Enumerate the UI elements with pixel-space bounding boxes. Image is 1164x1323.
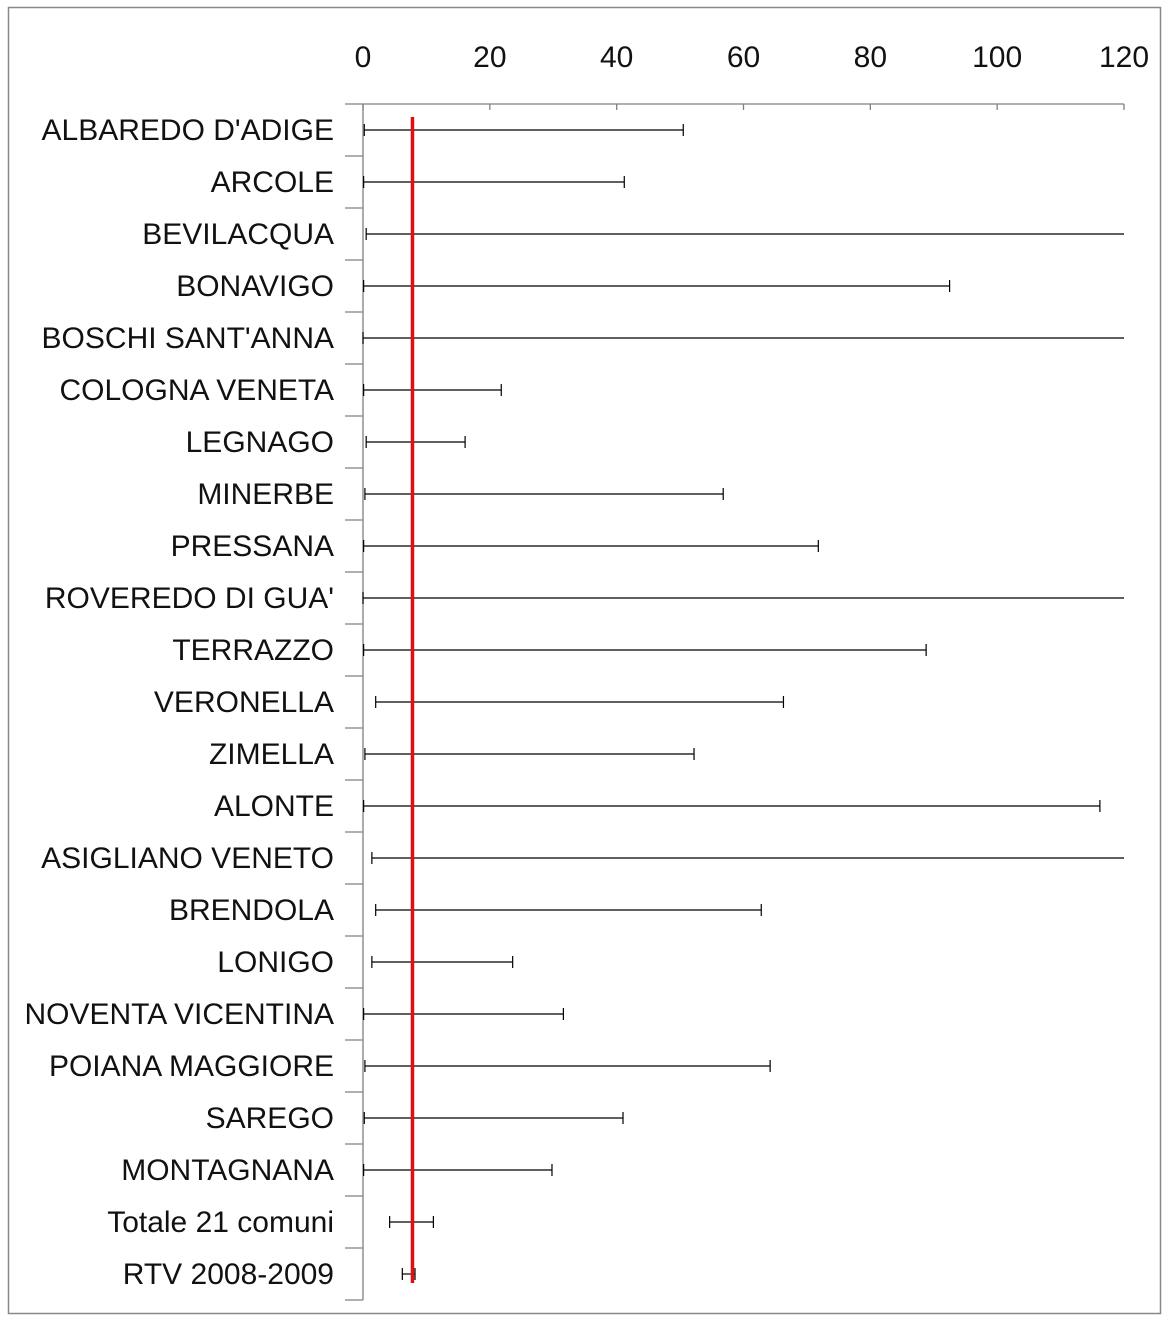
category-label: RTV 2008-2009 [123,1258,334,1291]
category-label-layer: ALBAREDO D'ADIGE ARCOLE BEVILACQUA BONAVIGO… [25,114,335,1291]
category-label: BRENDOLA [169,894,334,927]
category-label: LEGNAGO [186,426,334,459]
category-label: BEVILACQUA [142,218,334,251]
category-label: PRESSANA [171,530,334,563]
category-label: VERONELLA [154,686,334,719]
category-label: Totale 21 comuni [107,1206,334,1239]
category-label: LONIGO [217,946,334,979]
category-label: BOSCHI SANT'ANNA [42,322,334,355]
interval-layer [362,124,1124,1280]
category-label: ALONTE [214,790,334,823]
x-tick-label: 120 [1099,41,1149,74]
x-tick-label: 80 [854,41,887,74]
category-label: NOVENTA VICENTINA [25,998,335,1031]
category-label: ALBAREDO D'ADIGE [42,114,334,147]
x-tick-label: 100 [972,41,1022,74]
category-label: POIANA MAGGIORE [49,1050,334,1083]
category-label: ASIGLIANO VENETO [41,842,334,875]
axis-layer: 0 20 40 60 80 100 120 [345,41,1149,1301]
chart-border [7,6,1162,1315]
x-tick-label: 20 [473,41,506,74]
category-label: COLOGNA VENETA [59,374,334,407]
x-tick-label: 40 [600,41,633,74]
category-label: MONTAGNANA [121,1154,334,1187]
x-tick-label: 0 [355,41,372,74]
category-label: ZIMELLA [209,738,334,771]
category-label: TERRAZZO [172,634,334,667]
category-label: SAREGO [206,1102,334,1135]
category-label: ROVEREDO DI GUA' [45,582,334,615]
category-label: BONAVIGO [176,270,334,303]
category-label: MINERBE [197,478,334,511]
x-tick-label: 60 [727,41,760,74]
category-label: ARCOLE [211,166,334,199]
